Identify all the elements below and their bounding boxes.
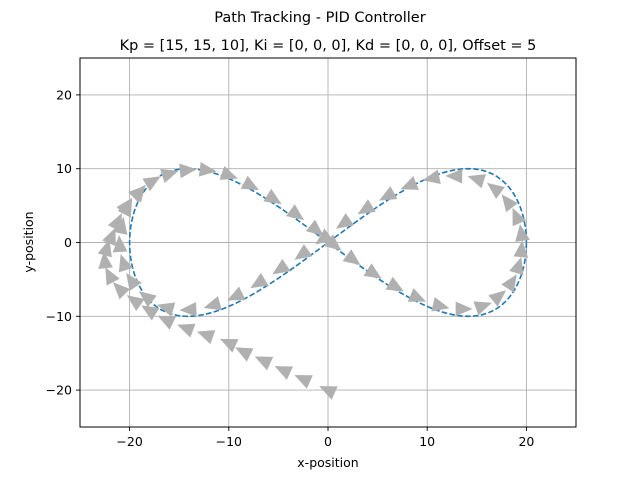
y-tick-label-1: −10 bbox=[46, 309, 72, 324]
vehicle-marker bbox=[157, 302, 176, 317]
vehicle-marker bbox=[357, 199, 376, 215]
vehicle-marker bbox=[335, 213, 355, 229]
vehicle-marker bbox=[363, 263, 382, 279]
vehicle-marker bbox=[515, 224, 530, 242]
vehicle-marker bbox=[294, 244, 313, 260]
y-tick-label-4: 20 bbox=[56, 87, 72, 102]
vehicle-marker bbox=[102, 227, 116, 247]
vehicle-marker bbox=[198, 161, 217, 177]
chart-suptitle: Path Tracking - PID Controller bbox=[214, 10, 425, 26]
vehicle-marker bbox=[286, 204, 305, 221]
x-tick-label-4: 20 bbox=[518, 434, 534, 449]
vehicle-marker bbox=[467, 174, 486, 189]
vehicle-marker bbox=[97, 239, 112, 258]
vehicle-marker bbox=[512, 207, 527, 227]
vehicle-marker bbox=[142, 176, 161, 192]
x-axis-ticks: −20 −10 0 10 20 bbox=[116, 427, 534, 449]
vehicle-marker bbox=[319, 386, 338, 400]
y-tick-label-3: 10 bbox=[56, 161, 72, 176]
vehicle-marker bbox=[263, 188, 282, 205]
vehicle-marker bbox=[203, 296, 222, 311]
reference-path bbox=[128, 167, 528, 318]
vehicle-marker bbox=[126, 295, 145, 312]
vehicle-marker bbox=[240, 175, 260, 191]
vehicle-marker bbox=[385, 276, 404, 292]
vehicle-marker bbox=[315, 228, 334, 245]
y-axis-ticks: −20 −10 0 10 20 bbox=[46, 87, 80, 398]
vehicle-marker bbox=[274, 366, 294, 380]
vehicle-marker bbox=[220, 338, 239, 353]
vehicle-marker bbox=[486, 182, 505, 199]
vehicle-marker bbox=[235, 347, 254, 362]
vehicle-marker bbox=[431, 297, 450, 312]
y-tick-label-2: 0 bbox=[64, 235, 72, 250]
vehicle-marker bbox=[501, 194, 518, 213]
vehicle-marker bbox=[513, 240, 529, 258]
vehicle-marker bbox=[227, 286, 246, 301]
y-tick-label-0: −20 bbox=[46, 383, 72, 398]
vehicle-marker bbox=[272, 258, 291, 275]
vehicle-marker bbox=[129, 184, 146, 203]
vehicle-marker bbox=[422, 169, 441, 185]
vehicle-marker bbox=[400, 176, 419, 190]
vehicle-marker bbox=[509, 256, 524, 276]
vehicle-markers bbox=[97, 161, 530, 400]
vehicle-marker bbox=[138, 291, 157, 308]
vehicle-marker bbox=[455, 301, 473, 317]
vehicle-marker bbox=[126, 272, 142, 292]
x-axis-label: x-position bbox=[297, 455, 358, 470]
vehicle-marker bbox=[177, 323, 196, 338]
vehicle-marker bbox=[112, 235, 128, 253]
x-tick-label-2: 0 bbox=[324, 434, 332, 449]
vehicle-marker bbox=[254, 356, 274, 371]
vehicle-marker bbox=[305, 219, 324, 236]
vehicle-marker bbox=[407, 288, 427, 302]
vehicle-marker bbox=[219, 165, 238, 180]
vehicle-marker bbox=[379, 186, 398, 201]
vehicle-marker bbox=[473, 301, 492, 316]
vehicle-marker bbox=[118, 254, 133, 273]
vehicle-marker bbox=[117, 199, 133, 218]
x-tick-label-0: −20 bbox=[116, 434, 142, 449]
vehicle-marker bbox=[98, 251, 113, 269]
vehicle-marker bbox=[179, 163, 197, 179]
vehicle-marker bbox=[196, 330, 216, 345]
vehicle-marker bbox=[250, 273, 269, 289]
reference-path-line bbox=[128, 167, 528, 318]
vehicle-marker bbox=[105, 267, 120, 286]
vehicle-marker bbox=[501, 274, 517, 293]
vehicle-marker bbox=[342, 249, 361, 266]
vehicle-marker bbox=[160, 169, 179, 184]
vehicle-marker bbox=[112, 216, 128, 235]
y-axis-label: y-position bbox=[21, 211, 36, 272]
x-tick-label-3: 10 bbox=[419, 434, 435, 449]
vehicle-marker bbox=[112, 282, 131, 300]
x-tick-label-1: −10 bbox=[216, 434, 242, 449]
vehicle-marker bbox=[141, 305, 160, 321]
vehicle-marker bbox=[445, 168, 463, 184]
vehicle-marker bbox=[157, 315, 177, 330]
vehicle-marker bbox=[488, 290, 507, 307]
vehicle-marker bbox=[294, 375, 313, 389]
chart-title: Kp = [15, 15, 10], Ki = [0, 0, 0], Kd = … bbox=[120, 38, 537, 54]
vehicle-marker bbox=[179, 301, 197, 317]
